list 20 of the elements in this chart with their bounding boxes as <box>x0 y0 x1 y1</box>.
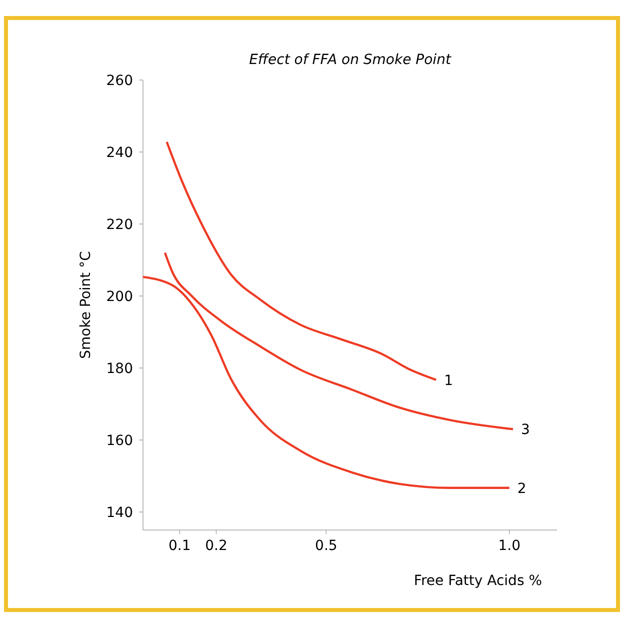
series-label: 1 <box>444 372 454 389</box>
x-tick-label: 0.1 <box>168 538 191 554</box>
line-series <box>164 252 514 430</box>
y-tick-label: 180 <box>106 360 133 377</box>
line-series <box>166 140 438 381</box>
x-tick-label: 1.0 <box>498 538 521 554</box>
x-tick-label: 0.5 <box>315 538 338 554</box>
y-tick-label: 160 <box>106 432 133 449</box>
y-tick-label: 240 <box>106 144 133 161</box>
line-series <box>142 276 510 489</box>
x-tick-label: 0.2 <box>205 538 228 554</box>
y-tick-label: 140 <box>106 504 133 521</box>
y-axis-title: Smoke Point °C <box>78 250 94 359</box>
y-tick-label: 200 <box>106 288 133 305</box>
y-tick-label: 220 <box>106 216 133 233</box>
y-tick-label: 260 <box>106 72 133 89</box>
chart-title: Effect of FFA on Smoke Point <box>249 52 452 68</box>
x-axis-title: Free Fatty Acids % <box>414 573 542 589</box>
series-label: 3 <box>521 422 530 438</box>
series-label: 2 <box>517 480 526 497</box>
